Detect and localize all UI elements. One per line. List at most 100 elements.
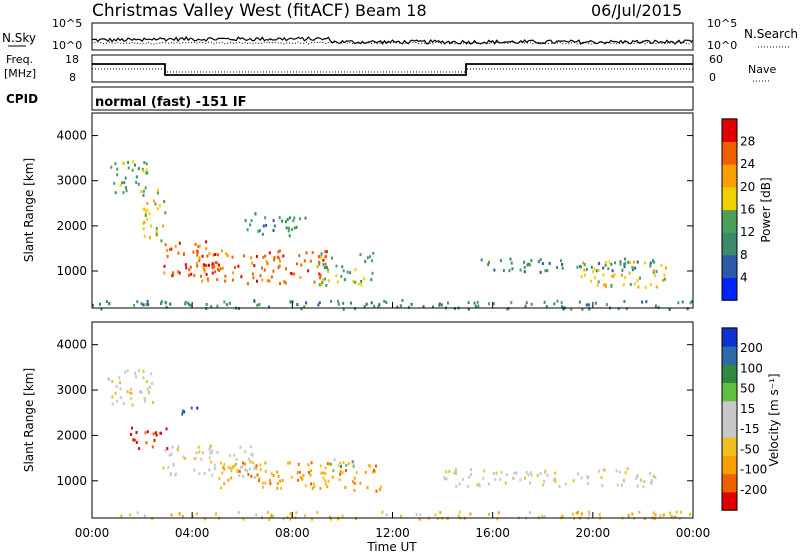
range-gate-cell xyxy=(193,456,196,460)
range-gate-cell xyxy=(213,463,216,467)
range-gate-cell xyxy=(240,275,243,279)
range-gate-cell xyxy=(164,243,167,247)
range-gate-cell xyxy=(239,445,242,449)
range-gate-cell xyxy=(322,263,325,267)
range-gate-cell xyxy=(297,478,300,482)
range-gate-cell xyxy=(211,449,214,453)
range-gate-cell xyxy=(261,278,264,282)
range-gate-cell xyxy=(525,470,528,474)
range-gate-cell xyxy=(670,514,673,518)
range-gate-cell xyxy=(371,470,374,474)
noise-tick-bottom-right: 10^0 xyxy=(707,39,737,52)
y-tick-label: 3000 xyxy=(56,383,87,397)
range-gate-cell xyxy=(277,256,280,260)
range-gate-cell xyxy=(543,300,546,304)
range-gate-cell xyxy=(183,410,186,414)
range-gate-cell xyxy=(526,263,529,267)
range-gate-cell xyxy=(487,263,490,267)
range-gate-cell xyxy=(669,511,671,515)
y-tick-label: 1000 xyxy=(56,474,87,488)
range-gate-cell xyxy=(236,470,239,474)
range-gate-cell xyxy=(544,269,547,273)
range-gate-cell xyxy=(345,469,347,472)
range-gate-cell xyxy=(300,263,303,267)
range-gate-cell xyxy=(458,482,461,486)
range-gate-cell xyxy=(196,250,199,254)
range-gate-cell xyxy=(581,307,584,311)
range-gate-cell xyxy=(122,161,125,165)
range-gate-cell xyxy=(122,402,125,405)
range-gate-cell xyxy=(342,269,345,273)
range-gate-cell xyxy=(205,264,208,268)
range-gate-cell xyxy=(114,191,117,195)
range-gate-cell xyxy=(130,396,133,400)
range-gate-cell xyxy=(312,482,315,486)
range-gate-cell xyxy=(546,269,549,273)
range-gate-cell xyxy=(443,476,446,480)
range-gate-cell xyxy=(320,471,323,475)
range-gate-cell xyxy=(224,274,227,278)
range-gate-cell xyxy=(122,191,125,194)
range-gate-cell xyxy=(211,473,214,477)
range-gate-cell xyxy=(352,462,355,466)
range-gate-cell xyxy=(341,471,344,475)
range-gate-cell xyxy=(190,272,193,276)
range-gate-cell xyxy=(542,483,545,487)
range-gate-cell xyxy=(238,474,241,477)
range-gate-cell xyxy=(114,391,117,395)
range-gate-cell xyxy=(209,451,212,455)
range-gate-cell xyxy=(638,510,641,514)
range-gate-cell xyxy=(295,225,298,229)
range-gate-cell xyxy=(144,431,147,435)
range-gate-cell xyxy=(672,515,675,519)
colorbar-swatch xyxy=(722,186,737,211)
range-gate-cell xyxy=(147,391,150,394)
range-gate-cell xyxy=(208,456,211,460)
range-gate-cell xyxy=(418,517,421,521)
range-gate-cell xyxy=(561,266,564,270)
range-gate-cell xyxy=(142,207,145,211)
range-gate-cell xyxy=(142,227,145,231)
range-gate-cell xyxy=(197,245,200,248)
range-gate-cell xyxy=(637,285,640,289)
range-gate-cell xyxy=(210,451,213,455)
range-gate-cell xyxy=(523,265,526,269)
range-gate-cell xyxy=(170,247,173,251)
range-gate-cell xyxy=(355,471,358,475)
range-gate-cell xyxy=(193,468,196,472)
range-gate-cell xyxy=(151,445,154,449)
range-gate-cell xyxy=(322,471,325,475)
range-gate-cell xyxy=(210,460,213,464)
range-gate-cell xyxy=(116,399,119,403)
range-gate-cell xyxy=(145,168,148,172)
range-gate-cell xyxy=(282,517,285,521)
range-gate-cell xyxy=(178,271,181,275)
range-gate-cell xyxy=(170,452,173,456)
range-gate-cell xyxy=(251,272,254,276)
range-gate-cell xyxy=(288,461,291,465)
noise-tick-top-right: 10^5 xyxy=(707,17,737,30)
frequency-trace xyxy=(92,63,693,76)
range-gate-cell xyxy=(311,486,314,490)
range-gate-cell xyxy=(338,478,341,482)
range-gate-cell xyxy=(217,253,219,257)
range-gate-cell xyxy=(331,256,333,260)
range-gate-cell xyxy=(352,464,355,468)
range-gate-cell xyxy=(582,261,585,265)
range-gate-cell xyxy=(185,266,188,270)
range-gate-cell xyxy=(143,220,146,224)
range-gate-cell xyxy=(125,186,127,190)
range-gate-cell xyxy=(615,469,618,473)
range-gate-cell xyxy=(171,445,174,449)
range-gate-cell xyxy=(254,465,257,469)
range-gate-cell xyxy=(131,426,133,430)
range-gate-cell xyxy=(600,475,603,479)
range-gate-cell xyxy=(253,466,256,470)
range-gate-cell xyxy=(199,274,202,278)
range-gate-cell xyxy=(214,270,217,274)
range-gate-cell xyxy=(689,301,692,305)
range-gate-cell xyxy=(624,276,627,280)
range-gate-cell xyxy=(255,513,258,517)
range-gate-cell xyxy=(214,253,217,256)
range-gate-cell xyxy=(267,305,270,309)
